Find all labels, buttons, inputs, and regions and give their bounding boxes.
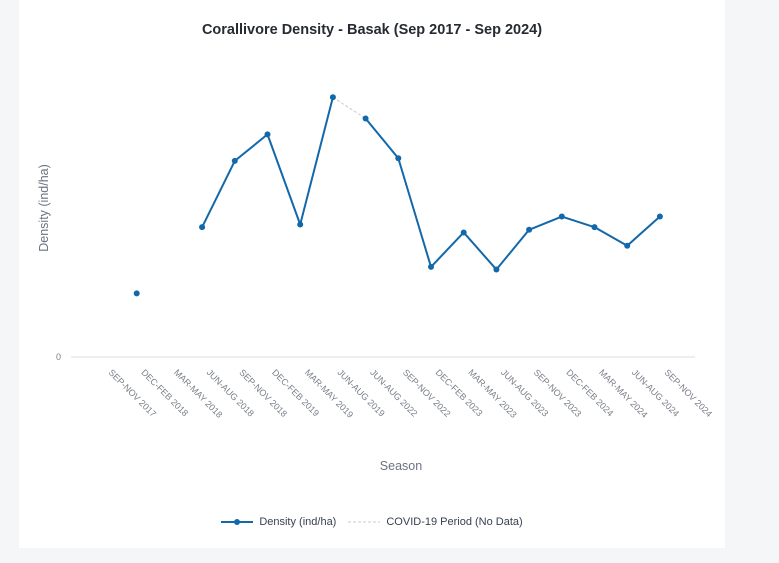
density-point[interactable] bbox=[656, 213, 663, 220]
density-point[interactable] bbox=[199, 224, 206, 231]
density-point[interactable] bbox=[460, 229, 467, 236]
density-line-segment bbox=[430, 231, 465, 268]
legend-density-swatch bbox=[221, 519, 254, 525]
legend-item-density[interactable]: Density (ind/ha) bbox=[221, 516, 336, 528]
y-tick-label: 0 bbox=[56, 352, 61, 362]
y-axis-title: Density (ind/ha) bbox=[37, 164, 51, 252]
covid-gap-line bbox=[332, 96, 366, 119]
density-line-segment bbox=[364, 117, 400, 160]
density-line-segment bbox=[560, 215, 596, 229]
density-point[interactable] bbox=[133, 290, 140, 297]
density-line-segment bbox=[593, 226, 629, 247]
legend: Density (ind/ha) COVID-19 Period (No Dat… bbox=[19, 516, 725, 528]
density-line-segment bbox=[201, 159, 236, 229]
density-line-segment bbox=[266, 133, 302, 226]
density-point[interactable] bbox=[231, 157, 238, 164]
density-point[interactable] bbox=[526, 226, 533, 233]
chart-title: Corallivore Density - Basak (Sep 2017 - … bbox=[201, 22, 543, 38]
density-point[interactable] bbox=[428, 263, 434, 270]
density-line-segment bbox=[397, 157, 432, 268]
density-line-segment bbox=[462, 231, 498, 271]
density-line-segment bbox=[495, 228, 531, 271]
legend-covid-swatch bbox=[348, 521, 381, 523]
density-point[interactable] bbox=[264, 131, 271, 138]
density-line-segment bbox=[626, 215, 661, 247]
legend-covid-label: COVID-19 Period (No Data) bbox=[386, 516, 523, 528]
density-point[interactable] bbox=[329, 94, 336, 101]
density-point[interactable] bbox=[395, 155, 402, 162]
density-line-segment bbox=[233, 133, 269, 162]
legend-item-covid[interactable]: COVID-19 Period (No Data) bbox=[348, 516, 523, 528]
density-point[interactable] bbox=[591, 224, 598, 231]
density-point[interactable] bbox=[624, 242, 631, 249]
chart-card: Corallivore Density - Basak (Sep 2017 - … bbox=[19, 0, 725, 548]
density-point[interactable] bbox=[297, 221, 304, 228]
x-axis-title: Season bbox=[380, 459, 422, 473]
density-point[interactable] bbox=[493, 266, 500, 273]
legend-density-label: Density (ind/ha) bbox=[259, 516, 337, 528]
density-point[interactable] bbox=[362, 115, 369, 122]
density-line-segment bbox=[299, 96, 334, 226]
density-line-segment bbox=[528, 215, 563, 231]
density-point[interactable] bbox=[558, 213, 565, 220]
